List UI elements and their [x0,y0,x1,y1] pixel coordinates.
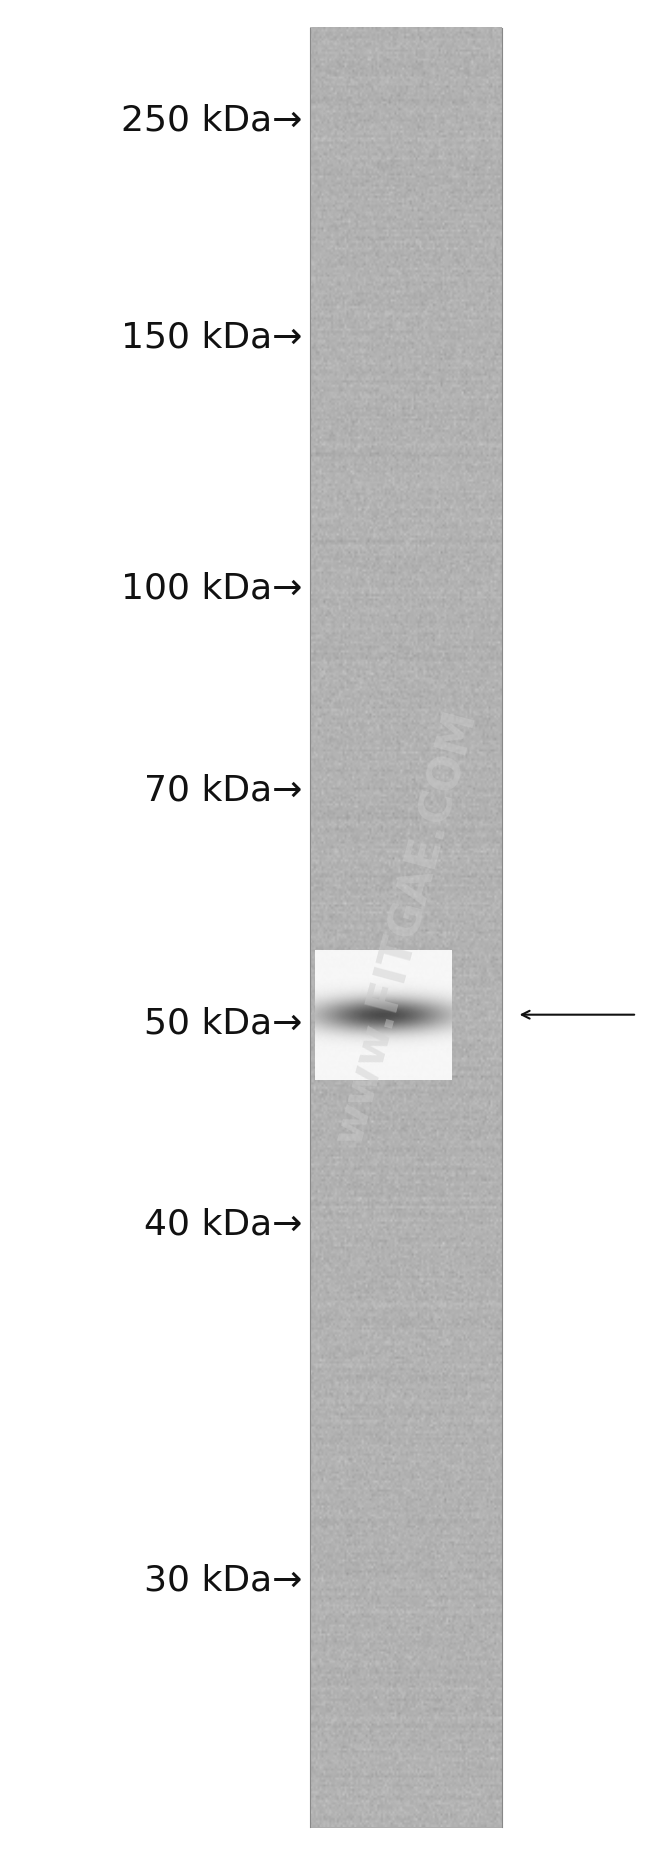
Text: 250 kDa→: 250 kDa→ [121,104,302,137]
Text: 30 kDa→: 30 kDa→ [144,1564,302,1597]
Text: www.FITGAE.COM: www.FITGAE.COM [328,705,485,1150]
Text: 150 kDa→: 150 kDa→ [121,321,302,354]
Text: 40 kDa→: 40 kDa→ [144,1208,302,1241]
Text: 50 kDa→: 50 kDa→ [144,1007,302,1041]
Bar [310,28,502,1827]
Text: 100 kDa→: 100 kDa→ [121,571,302,605]
Text: 70 kDa→: 70 kDa→ [144,774,302,807]
